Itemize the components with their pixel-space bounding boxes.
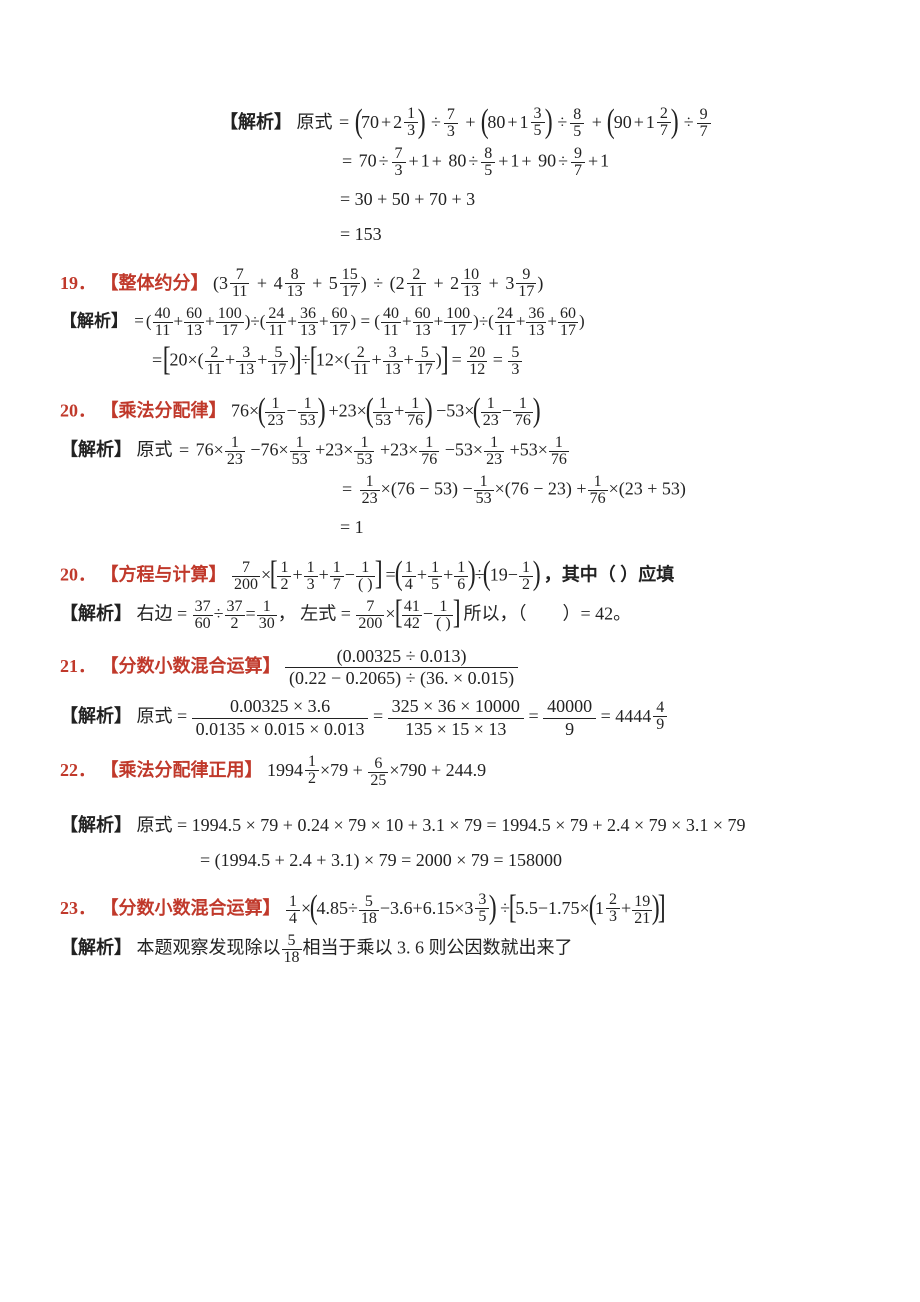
p19-sol-1: 【解析】 =(4011+6013+10017)÷(2411+3613+6017)… (60, 306, 860, 339)
p22-sol-2: = (1994.5 + 2.4 + 3.1) × 79 = 2000 × 79 … (60, 846, 860, 875)
p23-sol: 【解析】 本题观察发现除以518相当于乘以 3. 6 则公因数就出来了 (60, 933, 860, 966)
top-line-3: = 30 + 50 + 70 + 3 (60, 185, 860, 214)
p21-sol: 【解析】 原式 = 0.00325 × 3.60.0135 × 0.015 × … (60, 696, 860, 740)
problem-22: 22． 【乘法分配律正用】 199412×79 + 625×790 + 244.… (60, 754, 860, 788)
problem-19: 19． 【整体约分】 (3711 + 4813 + 51517) ÷ (2211… (60, 267, 860, 300)
top-line-1: 【解析】 原式 = (70+213) ÷73 + (80+135) ÷85 + … (60, 106, 860, 140)
top-line-2: = 70÷73+1+ 80÷85+1+ 90÷97+1 (60, 146, 860, 179)
top-line-4: = 153 (60, 220, 860, 249)
lead-text: 原式 (297, 112, 333, 132)
problem-21: 21． 【分数小数混合运算】 (0.00325 ÷ 0.013)(0.22 − … (60, 646, 860, 690)
analysis-tag: 【解析】 (220, 112, 292, 132)
p20a-sol-2: = 123×(76 − 53) −153×(76 − 23) +176×(23 … (60, 474, 860, 507)
p20a-sol-1: 【解析】 原式 = 76×123 −76×153 +23×153 +23×176… (60, 435, 860, 468)
problem-20b: 20． 【方程与计算】 7200×[12+13+17−1( )] =(14+15… (60, 560, 860, 593)
p22-sol-1: 【解析】 原式 = 1994.5 × 79 + 0.24 × 79 × 10 +… (60, 811, 860, 840)
math-worksheet-page: 【解析】 原式 = (70+213) ÷73 + (80+135) ÷85 + … (0, 0, 920, 1302)
p20a-sol-3: = 1 (60, 513, 860, 542)
problem-20a: 20． 【乘法分配律】 76×(123−153) +23×(153+176) −… (60, 396, 860, 429)
p19-sol-2: =[20×(211+313+517)]÷[12×(211+313+517)] =… (60, 345, 860, 378)
p20b-sol: 【解析】 右边 = 3760÷372=130， 左式 = 7200×[4142−… (60, 599, 860, 632)
problem-23: 23． 【分数小数混合运算】 14×(4.85÷518−3.6+6.15×335… (60, 892, 860, 926)
